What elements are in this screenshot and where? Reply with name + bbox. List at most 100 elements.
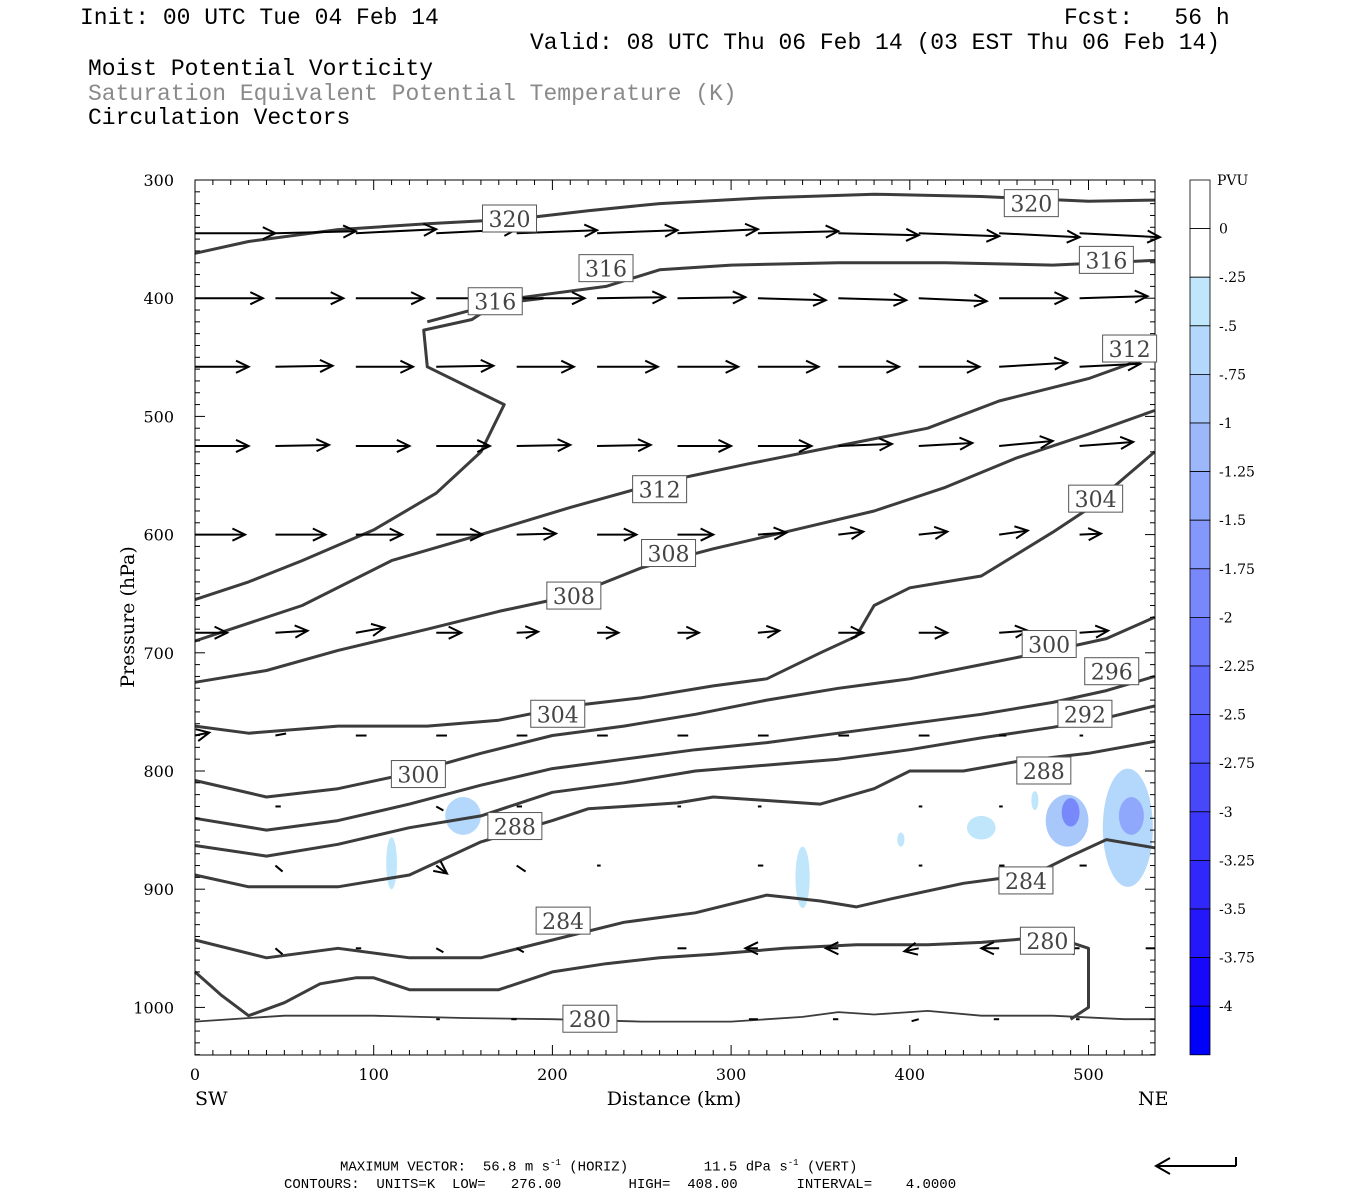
vector-arrowhead — [396, 438, 412, 453]
vector-arrowhead — [410, 291, 427, 306]
vector-arrowhead — [637, 438, 653, 453]
circulation-vector — [516, 630, 539, 634]
pv-patch-5 — [1118, 797, 1144, 835]
contour-292 — [194, 704, 1155, 858]
colorbar-swatch — [1189, 957, 1211, 1007]
field-title-mpv: Moist Potential Vorticity — [88, 56, 434, 82]
circulation-vector — [1079, 629, 1109, 634]
circulation-vector — [355, 228, 437, 235]
circulation-vector — [918, 530, 948, 536]
circulation-vector — [516, 532, 556, 536]
colorbar-label: -1 — [1219, 416, 1233, 432]
contour-label-304: 304 — [1075, 488, 1117, 513]
vector-arrowhead — [370, 622, 387, 637]
vector-arrowhead — [743, 941, 759, 956]
vector-arrowhead — [718, 438, 734, 453]
circulation-vector — [677, 228, 758, 235]
circulation-vector — [1079, 295, 1148, 300]
contour-label-304: 304 — [537, 703, 579, 728]
vector-arrowhead — [849, 526, 866, 540]
y-tick-label: 700 — [143, 644, 174, 663]
y-tick-label: 600 — [143, 526, 174, 545]
colorbar-label: -.5 — [1219, 319, 1237, 335]
colorbar-swatch — [1189, 325, 1211, 375]
axes: 0 100 200 300 400 500 300 400 500 600 700 800 900 100… — [133, 171, 1156, 1084]
vector-arrowhead — [905, 227, 922, 242]
x-tick-label: 400 — [895, 1065, 926, 1084]
contour-labels: 320 320 316 316 316 312 312 308 308 304 304 300 300 2… — [390, 189, 1158, 1033]
circulation-vector — [757, 297, 826, 302]
vector-arrowhead — [399, 359, 416, 374]
vector-arrowhead — [812, 292, 829, 307]
contour-label-316: 316 — [585, 258, 627, 283]
contour-label-308: 308 — [553, 585, 595, 610]
circulation-vector — [838, 232, 919, 237]
pv-patch-6 — [966, 815, 996, 840]
vector-arrowhead — [235, 438, 251, 453]
colorbar-label: -2.75 — [1219, 756, 1255, 772]
circulation-vector — [904, 947, 919, 953]
contour-label-box — [530, 699, 586, 728]
contour-316 — [426, 258, 1155, 324]
contour-label-312: 312 — [639, 479, 681, 504]
contour-label-box — [641, 539, 697, 568]
vector-arrowhead — [433, 860, 449, 875]
x-tick-label: 300 — [716, 1065, 747, 1084]
circulation-vector — [275, 629, 308, 634]
vector-arrowhead — [1014, 525, 1031, 540]
vector-arrowhead — [805, 359, 821, 374]
contour-label-280: 280 — [569, 1008, 611, 1033]
vector-arrowhead — [725, 359, 741, 374]
vector-arrowhead — [773, 526, 789, 541]
vector-arrowhead — [319, 358, 335, 373]
contour-label-box — [467, 287, 523, 316]
vector-arrowhead — [312, 527, 328, 542]
circulation-vector — [757, 531, 787, 536]
contour-info: CONTOURS: UNITS=K LOW= 276.00 HIGH= 408.… — [284, 1177, 957, 1193]
max-vert-value: 11.5 dPa s — [703, 1159, 788, 1176]
colorbar-swatch — [1189, 519, 1211, 570]
contour-304 — [194, 450, 1156, 735]
circulation-vector — [757, 230, 839, 235]
contour-label-box — [535, 906, 591, 935]
vector-arrowhead — [1066, 229, 1082, 244]
colorbar-label: -.25 — [1219, 270, 1246, 286]
vector-arrowhead — [893, 292, 909, 307]
pv-patch-9 — [897, 832, 905, 847]
colorbar-label: -2.5 — [1219, 708, 1246, 724]
vector-arrowhead — [1053, 356, 1070, 371]
colorbar: 0 -.25 -.5 -.75 -1 -1.25 -1.5 -1.75 -2 -2.25 -2.5 -… — [1189, 179, 1255, 1056]
vector-arrowhead — [978, 941, 995, 956]
pv-patch-0 — [445, 797, 481, 835]
contour-label-292: 292 — [1064, 703, 1106, 728]
contour-label-box — [562, 1004, 618, 1033]
x-left-label: SW — [195, 1088, 228, 1110]
vector-arrowhead — [959, 436, 975, 451]
contour-label-box — [1021, 630, 1077, 659]
pv-patch-3 — [1061, 798, 1080, 827]
vector-arrowhead — [294, 624, 310, 639]
theta-e-contours — [194, 192, 1156, 1023]
pv-patch-8 — [1031, 791, 1039, 811]
contour-label-box — [1016, 756, 1072, 785]
vector-arrowhead — [934, 625, 950, 640]
vector-arrowhead — [231, 527, 248, 542]
vector-arrowhead — [700, 527, 716, 542]
vector-arrowhead — [933, 525, 950, 540]
contour-label-288: 288 — [1023, 760, 1065, 785]
y-axis-title: Pressure (hPa) — [117, 546, 139, 688]
vector-arrowhead — [605, 625, 621, 640]
contour-280 — [194, 1010, 1155, 1023]
colorbar-swatch — [1189, 811, 1211, 861]
colorbar-swatch — [1189, 471, 1211, 521]
vector-arrowhead — [685, 625, 702, 640]
circulation-vector — [597, 296, 665, 300]
contour-label-288: 288 — [494, 816, 536, 841]
vector-arrowhead — [480, 358, 496, 373]
vector-arrowhead — [902, 941, 919, 956]
contour-label-box — [1019, 926, 1075, 955]
y-tick-label: 800 — [143, 762, 174, 781]
field-title-vectors: Circulation Vectors — [88, 105, 351, 131]
circulation-vectors — [194, 222, 1163, 1023]
contour-label-316: 316 — [1085, 249, 1127, 274]
